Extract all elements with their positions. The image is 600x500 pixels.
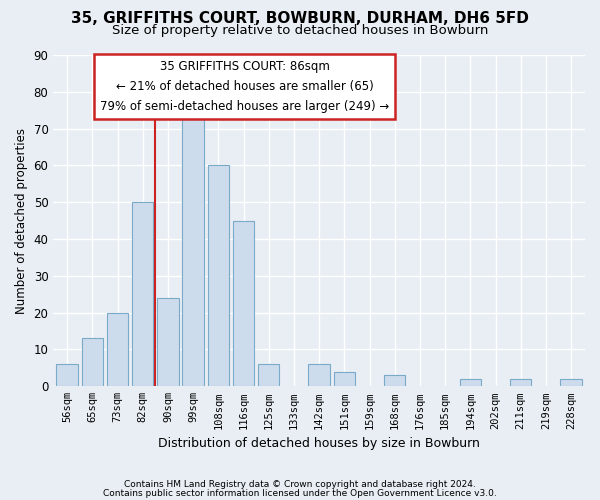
Bar: [56, 364, 78, 386]
X-axis label: Distribution of detached houses by size in Bowburn: Distribution of detached houses by size …: [158, 437, 480, 450]
Y-axis label: Number of detached properties: Number of detached properties: [15, 128, 28, 314]
Text: Contains HM Land Registry data © Crown copyright and database right 2024.: Contains HM Land Registry data © Crown c…: [124, 480, 476, 489]
Bar: [82, 338, 103, 386]
Bar: [560, 379, 582, 386]
Bar: [258, 364, 280, 386]
Bar: [384, 376, 406, 386]
Bar: [132, 202, 154, 386]
Text: Contains public sector information licensed under the Open Government Licence v3: Contains public sector information licen…: [103, 488, 497, 498]
Bar: [308, 364, 330, 386]
Bar: [182, 118, 204, 386]
Bar: [460, 379, 481, 386]
Bar: [233, 220, 254, 386]
Bar: [208, 166, 229, 386]
Bar: [157, 298, 179, 386]
Text: 35 GRIFFITHS COURT: 86sqm
← 21% of detached houses are smaller (65)
79% of semi-: 35 GRIFFITHS COURT: 86sqm ← 21% of detac…: [100, 60, 389, 113]
Bar: [510, 379, 532, 386]
Bar: [334, 372, 355, 386]
Text: 35, GRIFFITHS COURT, BOWBURN, DURHAM, DH6 5FD: 35, GRIFFITHS COURT, BOWBURN, DURHAM, DH…: [71, 11, 529, 26]
Text: Size of property relative to detached houses in Bowburn: Size of property relative to detached ho…: [112, 24, 488, 37]
Bar: [107, 312, 128, 386]
